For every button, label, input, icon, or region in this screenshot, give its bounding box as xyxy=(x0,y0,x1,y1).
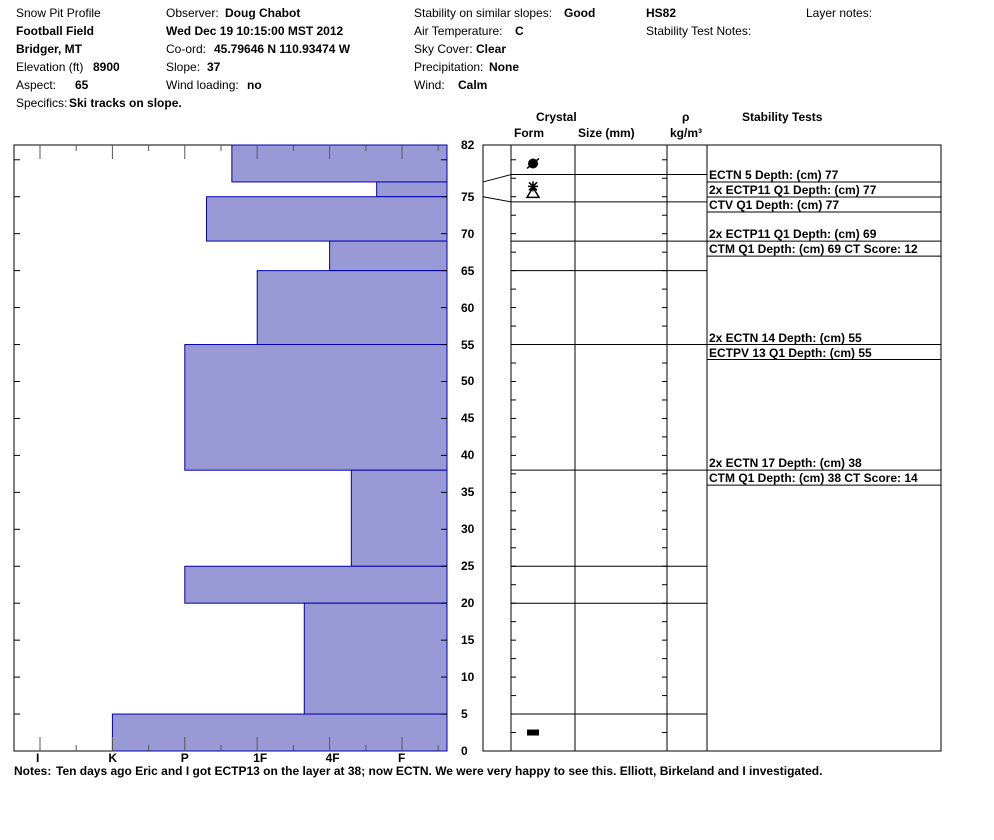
air-temp-label: Air Temperature: xyxy=(414,24,503,38)
crystal-header: Crystal xyxy=(536,110,577,124)
surface-hoar-icon xyxy=(525,185,541,199)
stability-tests-header: Stability Tests xyxy=(742,110,823,124)
coord-label: Co-ord: xyxy=(166,42,207,56)
stability-test-notes-label: Stability Test Notes: xyxy=(646,24,752,38)
wind-label: Wind: xyxy=(414,78,445,92)
form-header: Form xyxy=(514,126,544,140)
y-tick-label: 60 xyxy=(461,300,475,315)
surface-hoar-icon xyxy=(528,181,538,192)
y-tick-label: 0 xyxy=(461,744,468,758)
hardness-bar xyxy=(206,196,448,242)
y-tick-label: 15 xyxy=(461,633,475,648)
location: Football Field xyxy=(16,24,94,38)
title: Snow Pit Profile xyxy=(16,6,101,20)
stability-test: CTM Q1 Depth: (cm) 69 CT Score: 12 xyxy=(709,242,918,257)
specifics-label: Specifics: xyxy=(16,96,68,110)
graupel-icon xyxy=(526,157,540,170)
sky: Clear xyxy=(476,42,507,56)
y-tick-label: 75 xyxy=(461,189,475,204)
stability-label: Stability on similar slopes: xyxy=(414,6,553,20)
slope-label: Slope: xyxy=(166,60,201,74)
stability: Good xyxy=(564,6,596,20)
wind-loading: no xyxy=(247,78,262,92)
y-tick-label: 55 xyxy=(461,337,475,352)
elevation: 8900 xyxy=(93,60,120,74)
datetime: Wed Dec 19 10:15:00 MST 2012 xyxy=(166,24,344,38)
y-tick-label: 30 xyxy=(461,522,475,537)
wind-loading-label: Wind loading: xyxy=(166,78,239,92)
y-tick-label: 35 xyxy=(461,485,475,500)
observer-label: Observer: xyxy=(166,6,219,20)
y-tick-label: 40 xyxy=(461,448,475,463)
y-tick-label: 10 xyxy=(461,670,475,685)
wind: Calm xyxy=(458,78,488,92)
layer-connector xyxy=(482,174,512,183)
stability-test: CTM Q1 Depth: (cm) 38 CT Score: 14 xyxy=(709,471,918,486)
hardness-bar xyxy=(184,344,448,471)
size-header: Size (mm) xyxy=(578,126,635,140)
hardness-bar xyxy=(303,602,448,715)
y-tick-label: 82 xyxy=(461,138,475,152)
y-tick-label: 25 xyxy=(461,559,475,574)
x-tick-label: F xyxy=(398,751,406,765)
hardness-bar xyxy=(329,240,448,272)
hardness-bar xyxy=(111,713,448,752)
stability-test: CTV Q1 Depth: (cm) 77 xyxy=(709,197,840,212)
hardness-bar xyxy=(184,565,448,604)
x-tick-label: 1F xyxy=(253,751,268,765)
sky-label: Sky Cover: xyxy=(414,42,473,56)
hs: HS82 xyxy=(646,6,677,20)
crystal-frame xyxy=(482,144,942,752)
aspect-label: Aspect: xyxy=(16,78,57,92)
x-tick-label: P xyxy=(180,751,189,765)
precip-label: Precipitation: xyxy=(414,60,484,74)
precip: None xyxy=(489,60,519,74)
coord: 45.79646 N 110.93474 W xyxy=(214,42,351,56)
x-tick-label: 4F xyxy=(325,751,340,765)
y-tick-label: 45 xyxy=(461,411,475,426)
layer-connector xyxy=(482,196,512,203)
hardness-bar xyxy=(350,469,448,567)
y-tick-label: 20 xyxy=(461,596,475,611)
x-tick-label: K xyxy=(108,751,118,765)
observer: Doug Chabot xyxy=(225,6,301,20)
y-tick-label: 70 xyxy=(461,226,475,241)
layer-notes-label: Layer notes: xyxy=(806,6,873,20)
y-tick-label: 50 xyxy=(461,374,475,389)
stability-test: ECTPV 13 Q1 Depth: (cm) 55 xyxy=(709,345,872,360)
rho-header: ρ xyxy=(682,110,690,124)
notes-label: Notes: xyxy=(14,764,52,778)
stability-test: 2x ECTN 17 Depth: (cm) 38 xyxy=(709,456,862,471)
elevation-label: Elevation (ft) xyxy=(16,60,84,74)
ice-layer-icon xyxy=(527,729,539,736)
stability-test: 2x ECTP11 Q1 Depth: (cm) 77 xyxy=(709,182,877,197)
x-tick-label: I xyxy=(36,751,40,765)
hardness-bar xyxy=(231,144,448,183)
aspect: 65 xyxy=(75,78,89,92)
stability-test: ECTN 5 Depth: (cm) 77 xyxy=(709,167,839,182)
notes: Ten days ago Eric and I got ECTP13 on th… xyxy=(56,764,823,778)
stability-test: 2x ECTP11 Q1 Depth: (cm) 69 xyxy=(709,227,877,242)
slope: 37 xyxy=(207,60,221,74)
y-tick-label: 5 xyxy=(461,707,468,722)
air-temp: C xyxy=(515,24,524,38)
region: Bridger, MT xyxy=(16,42,83,56)
hardness-bar xyxy=(376,181,448,198)
stability-test: 2x ECTN 14 Depth: (cm) 55 xyxy=(709,330,862,345)
hardness-bar xyxy=(256,270,448,346)
density-unit-header: kg/m³ xyxy=(670,126,703,140)
specifics: Ski tracks on slope. xyxy=(69,96,182,110)
y-tick-label: 65 xyxy=(461,263,475,278)
